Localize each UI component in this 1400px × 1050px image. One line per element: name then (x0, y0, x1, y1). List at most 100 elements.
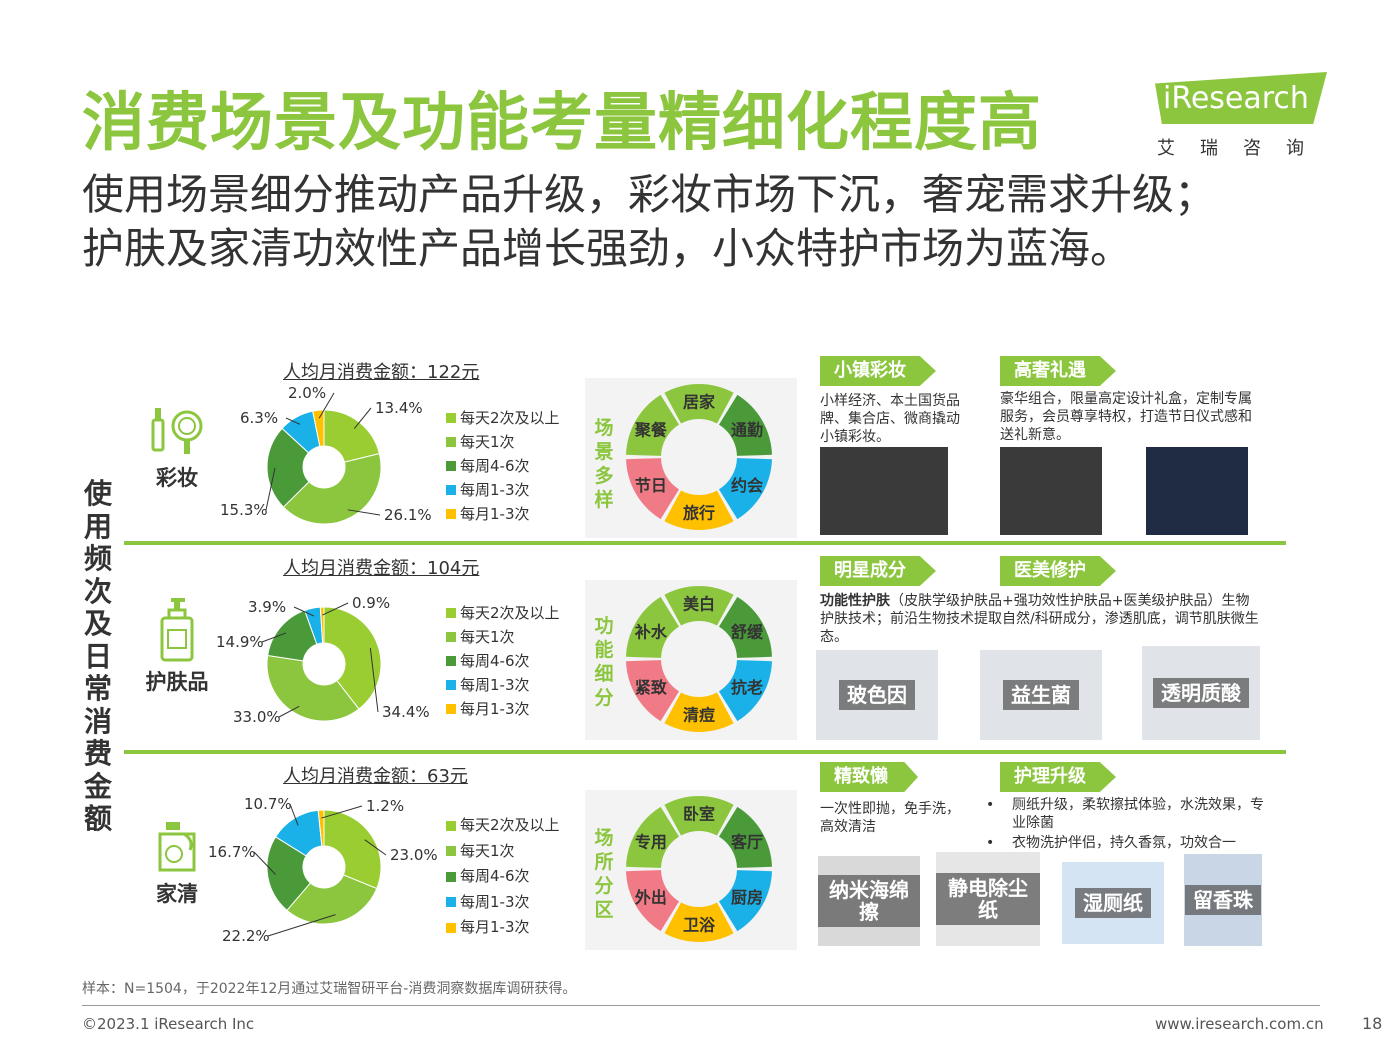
legend-label: 每周1-3次 (460, 892, 530, 911)
row-divider-1 (124, 541, 1286, 545)
desc-luxury-gift: 豪华组合，限量高定设计礼盒，定制专属服务，会员尊享特权，打造节日仪式感和送礼新意… (1000, 391, 1252, 443)
legend-item: 每天2次及以上 (446, 601, 560, 625)
photo-caption: 湿厕纸 (1075, 888, 1151, 918)
page-number: 18 (1362, 1014, 1383, 1033)
photo-hyaluronic-acid: 透明质酸 (1142, 646, 1260, 740)
legend-swatch (446, 897, 456, 908)
tag-luxury-gift: 高奢礼遇 (1000, 356, 1116, 386)
legend-label: 每天1次 (460, 433, 515, 451)
ring-segment (626, 458, 680, 520)
legend-item: 每周4-6次 (446, 864, 560, 890)
ring-segment-label: 美白 (683, 595, 715, 614)
ring-segment-label: 卫浴 (683, 916, 716, 935)
ring-segment (718, 806, 772, 868)
legend-label: 每月1-3次 (460, 918, 530, 936)
ring-segment (626, 660, 680, 722)
ring-panel-functions: 功能细分 美白 舒缓 抗老 清痘 紧致 补水 (585, 580, 797, 740)
category-makeup: 彩妆 (132, 404, 222, 492)
ring-segment (626, 806, 680, 868)
donut-slice (319, 606, 325, 644)
photo-caption: 纳米海绵擦 (818, 875, 920, 927)
tag-town-makeup: 小镇彩妆 (820, 356, 936, 386)
slice-label: 13.4% (375, 399, 423, 417)
logo-text: iResearch (1163, 81, 1309, 116)
legend-swatch (446, 608, 456, 618)
legend-swatch (446, 509, 456, 519)
photo-gift-box-1 (1000, 447, 1102, 535)
spend-title-skincare: 人均月消费金额：104元 (283, 558, 480, 579)
page-subtitle: 使用场景细分推动产品升级，彩妆市场下沉，奢宠需求升级； 护肤及家清功效性产品增长… (82, 168, 1216, 276)
website-link[interactable]: www.iresearch.com.cn (1155, 1015, 1324, 1033)
spend-title-household: 人均月消费金额：63元 (283, 766, 468, 787)
photo-caption: 益生菌 (1003, 680, 1079, 710)
care-upgrade-list: • 厕纸升级，柔软擦拭体验，水洗效果，专业除菌 • 衣物洗护伴侣，持久香氛，功效合一 (986, 796, 1276, 854)
leader-line (322, 602, 349, 616)
ring-segment-label: 抗老 (731, 678, 763, 697)
leader-line (261, 632, 287, 643)
list-item-text: 衣物洗护伴侣，持久香氛，功效合一 (1012, 835, 1236, 851)
leader-line (289, 803, 299, 826)
ring-segment-label: 舒缓 (731, 622, 764, 641)
legend-swatch (446, 656, 456, 666)
leader-line (265, 467, 276, 511)
photo-caption: 玻色因 (839, 680, 915, 710)
photo-dust-paper: 静电除尘纸 (936, 852, 1040, 946)
desc-lazy-refined: 一次性即抛，免手洗，高效清洁 (820, 801, 960, 835)
slice-label: 14.9% (216, 633, 264, 651)
donut-slice (266, 836, 312, 912)
legend-label: 每周4-6次 (460, 867, 530, 885)
legend-item: 每月1-3次 (446, 915, 560, 941)
slice-label: 15.3% (220, 501, 268, 519)
ring-segment-label: 专用 (635, 832, 667, 851)
ring-panel-title: 场景多样 (594, 417, 614, 511)
legend-swatch (446, 485, 456, 495)
ring-segment-label: 补水 (634, 622, 668, 641)
ring-segment-label: 居家 (683, 393, 716, 412)
photo-probiotics: 益生菌 (980, 650, 1102, 740)
ring-segment-label: 外出 (634, 888, 667, 907)
legend-label: 每周1-3次 (460, 481, 530, 499)
legend-item: 每周1-3次 (446, 478, 560, 502)
photo-gift-box-2 (1146, 447, 1248, 535)
legend-swatch (446, 846, 456, 857)
donut-slice (282, 453, 382, 525)
ring-segment-label: 紧致 (635, 678, 668, 697)
desc-functional-skincare: 功能性护肤（皮肤学级护肤品+强功效性护肤品+医美级护肤品）生物护肤技术；前沿生物… (820, 592, 1260, 646)
photo-scent-beads: 留香珠 (1184, 854, 1262, 946)
ring-panel-scenes: 场景多样 居家 通勤 约会 旅行 节日 聚餐 (585, 378, 797, 538)
legend-swatch (446, 437, 456, 447)
detergent-icon (158, 822, 196, 872)
ring-segment (664, 586, 734, 626)
desc-town-makeup: 小样经济、本土国货品牌、集合店、微商撬动小镇彩妆。 (820, 393, 960, 445)
ring-segment (664, 692, 734, 732)
ring-segment (626, 596, 680, 658)
ring-segment-label: 节日 (635, 476, 667, 495)
legend-item: 每天1次 (446, 430, 560, 454)
donut-slice (323, 809, 382, 890)
ring-segment-label: 约会 (731, 476, 763, 495)
ring-segment (718, 596, 772, 658)
tag-lazy-refined: 精致懒 (820, 762, 918, 792)
category-skincare: 护肤品 (132, 596, 222, 696)
category-label: 家清 (156, 882, 198, 906)
list-item-text: 厕纸升级，柔软擦拭体验，水洗效果，专业除菌 (1012, 797, 1264, 831)
leader-line (369, 648, 379, 713)
leader-line (267, 914, 336, 937)
leader-line (347, 509, 381, 516)
legend-swatch (446, 922, 456, 933)
donut-chart-skincare: 34.4% 33.0% 14.9% 3.9% 0.9% (216, 594, 430, 726)
subtitle-line-1: 使用场景细分推动产品升级，彩妆市场下沉，奢宠需求升级； (82, 170, 1217, 219)
ring-segment-label: 客厅 (731, 832, 763, 851)
ring-segment-label: 旅行 (683, 504, 715, 523)
slice-label: 0.9% (352, 594, 390, 612)
slice-label: 23.0% (390, 846, 438, 864)
photo-caption: 留香珠 (1185, 885, 1261, 915)
slice-label: 2.0% (288, 384, 326, 402)
slice-label: 1.2% (366, 797, 404, 815)
photo-makeup-store (820, 447, 948, 535)
photo-caption: 静电除尘纸 (936, 873, 1040, 925)
slice-label: 34.4% (382, 703, 430, 721)
legend-item: 每周4-6次 (446, 454, 560, 478)
photo-wet-toilet-paper: 湿厕纸 (1062, 862, 1164, 944)
